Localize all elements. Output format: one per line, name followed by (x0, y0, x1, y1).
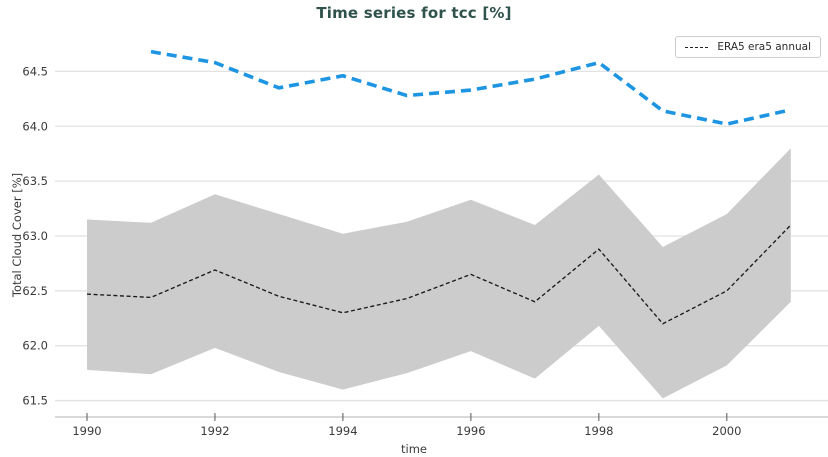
chart-title: Time series for tcc [%] (316, 4, 512, 22)
y-tick-label: 62.5 (22, 284, 48, 298)
y-tick-label: 63.5 (22, 174, 48, 188)
y-tick-label: 63.0 (22, 229, 48, 243)
y-tick-label: 61.5 (22, 394, 48, 408)
x-tick-label: 1994 (328, 424, 357, 438)
dashed-line-swatch-icon (685, 46, 709, 48)
x-tick-label: 2000 (712, 424, 741, 438)
x-tick-label: 1990 (72, 424, 101, 438)
x-tick-label: 1992 (200, 424, 229, 438)
x-axis-label: time (401, 442, 427, 456)
legend: ERA5 era5 annual (675, 36, 821, 58)
era5-annual-line (86, 224, 792, 325)
uncertainty-band (86, 148, 791, 399)
x-tick-label: 1998 (584, 424, 613, 438)
y-tick-label: 62.0 (22, 339, 48, 353)
x-tick-label: 1996 (456, 424, 485, 438)
tcc-blue-dashed-line (150, 49, 792, 126)
legend-item-label: ERA5 era5 annual (717, 41, 811, 53)
y-tick-label: 64.0 (22, 119, 48, 133)
y-tick-label: 64.5 (22, 64, 48, 78)
